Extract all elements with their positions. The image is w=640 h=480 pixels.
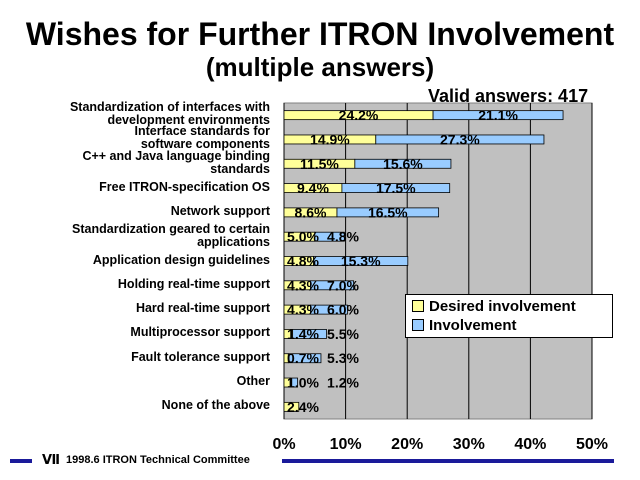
category-label-line: software components (140, 137, 270, 152)
category-label-line: Other (236, 374, 270, 389)
data-label-involvement: 7.0% (327, 277, 359, 293)
category-label-line: C++ and Java language binding (82, 148, 270, 163)
data-label-desired: 0.7% (287, 350, 319, 366)
x-tick-label: 20% (391, 436, 423, 453)
data-label-involvement: 6.0% (327, 302, 359, 318)
legend-swatch-desired (412, 300, 424, 312)
bar-involvement (354, 158, 452, 169)
data-label-involvement: 27.3% (440, 131, 480, 147)
data-label-desired: 4.3% (287, 277, 319, 293)
bar-involvement (336, 207, 440, 218)
category-label-line: applications (197, 234, 270, 249)
category-label: Fault tolerance support (10, 349, 270, 364)
category-label-line: Free ITRON-specification OS (99, 179, 270, 194)
legend-swatch-involvement (412, 319, 424, 331)
data-label-desired: 5.0% (287, 229, 319, 245)
category-label: Standardization geared to certain applica… (10, 221, 270, 249)
footer-rule (282, 459, 614, 463)
data-label-involvement: 1.2% (327, 375, 359, 391)
legend: Desired involvement Involvement (405, 294, 613, 338)
footer: Ⅶ 1998.6 ITRON Technical Committee (42, 452, 250, 468)
category-label-line: Holding real-time support (117, 276, 270, 291)
data-label-involvement: 21.1% (478, 107, 518, 123)
chart-title: Wishes for Further ITRON Involvement (25, 16, 615, 52)
data-label-desired: 11.5% (300, 156, 339, 172)
data-label-involvement: 4.8% (327, 229, 359, 245)
bar-involvement (287, 353, 322, 364)
x-tick-label: 50% (576, 436, 608, 453)
bar-involvement (314, 231, 345, 242)
category-label-line: standards (210, 161, 270, 176)
valid-answers-note: Valid answers: 417 (428, 86, 589, 106)
category-label: None of the above (10, 399, 270, 412)
category-label: Hard real-time support (10, 302, 270, 315)
category-label: Network support (10, 203, 270, 218)
data-label-involvement: 5.5% (327, 326, 359, 342)
category-label-line: development environments (107, 113, 270, 128)
footer-accent-line (10, 459, 32, 463)
data-label-desired: 4.3% (287, 302, 319, 318)
data-label-desired: 9.4% (297, 180, 329, 196)
data-label-desired: 8.6% (295, 204, 327, 220)
bar-desired (283, 401, 300, 412)
legend-item-desired: Desired involvement (412, 297, 576, 315)
category-label-line: Fault tolerance support (131, 349, 270, 364)
category-label: Standardization of interfaces with develo… (10, 101, 270, 127)
bar-involvement (292, 329, 327, 339)
category-label: Holding real-time support (10, 276, 270, 291)
x-tick-label: 0% (272, 436, 295, 453)
category-label: Application design guidelines (10, 252, 270, 267)
category-label-line: Application design guidelines (92, 252, 270, 267)
category-label: C++ and Java language binding standards (10, 148, 270, 176)
bar-involvement (375, 134, 545, 145)
legend-label-desired: Desired involvement (429, 297, 576, 315)
x-tick-label: 40% (514, 436, 546, 453)
data-label-involvement: 15.6% (383, 156, 423, 172)
data-label-involvement: 16.5% (368, 204, 408, 220)
data-label-desired: 1.0% (287, 375, 319, 391)
bar-involvement (289, 377, 298, 388)
legend-label-involvement: Involvement (429, 316, 517, 334)
itron-logo: Ⅶ (42, 452, 61, 467)
bar-involvement (313, 256, 409, 266)
data-label-desired: 24.2% (339, 107, 379, 123)
category-label: Other (10, 375, 270, 388)
category-label-line: Interface standards for (134, 124, 270, 139)
x-tick-label: 10% (330, 436, 362, 453)
bar-involvement (310, 280, 355, 291)
x-tick-label: 30% (453, 436, 485, 453)
bar-involvement (432, 110, 564, 121)
category-label-line: Network support (170, 203, 270, 218)
category-label-line: None of the above (161, 398, 270, 413)
category-label: Multiprocessor support (10, 326, 270, 339)
category-label: Free ITRON-specification OS (10, 179, 270, 194)
category-label-line: Standardization of interfaces with (69, 100, 270, 115)
category-label-line: Multiprocessor support (130, 325, 270, 340)
category-label-line: Hard real-time support (135, 301, 270, 316)
data-label-desired: 14.9% (310, 131, 350, 147)
chart-subtitle: (multiple answers) (205, 52, 435, 82)
data-label-involvement: 15.3% (341, 253, 381, 269)
bar-involvement (341, 183, 451, 193)
bar-involvement (310, 304, 348, 315)
data-label-desired: 4.8% (287, 253, 319, 269)
data-label-involvement: 5.3% (327, 350, 359, 366)
footer-text: 1998.6 ITRON Technical Committee (66, 454, 250, 466)
data-label-involvement: 17.5% (376, 180, 416, 196)
category-label-line: Standardization geared to certain (72, 221, 270, 236)
legend-item-involvement: Involvement (412, 316, 517, 334)
category-label: Interface standards for software componen… (10, 125, 270, 151)
data-label-desired: 2.4% (287, 399, 319, 415)
data-label-desired: 1.4% (287, 326, 319, 342)
